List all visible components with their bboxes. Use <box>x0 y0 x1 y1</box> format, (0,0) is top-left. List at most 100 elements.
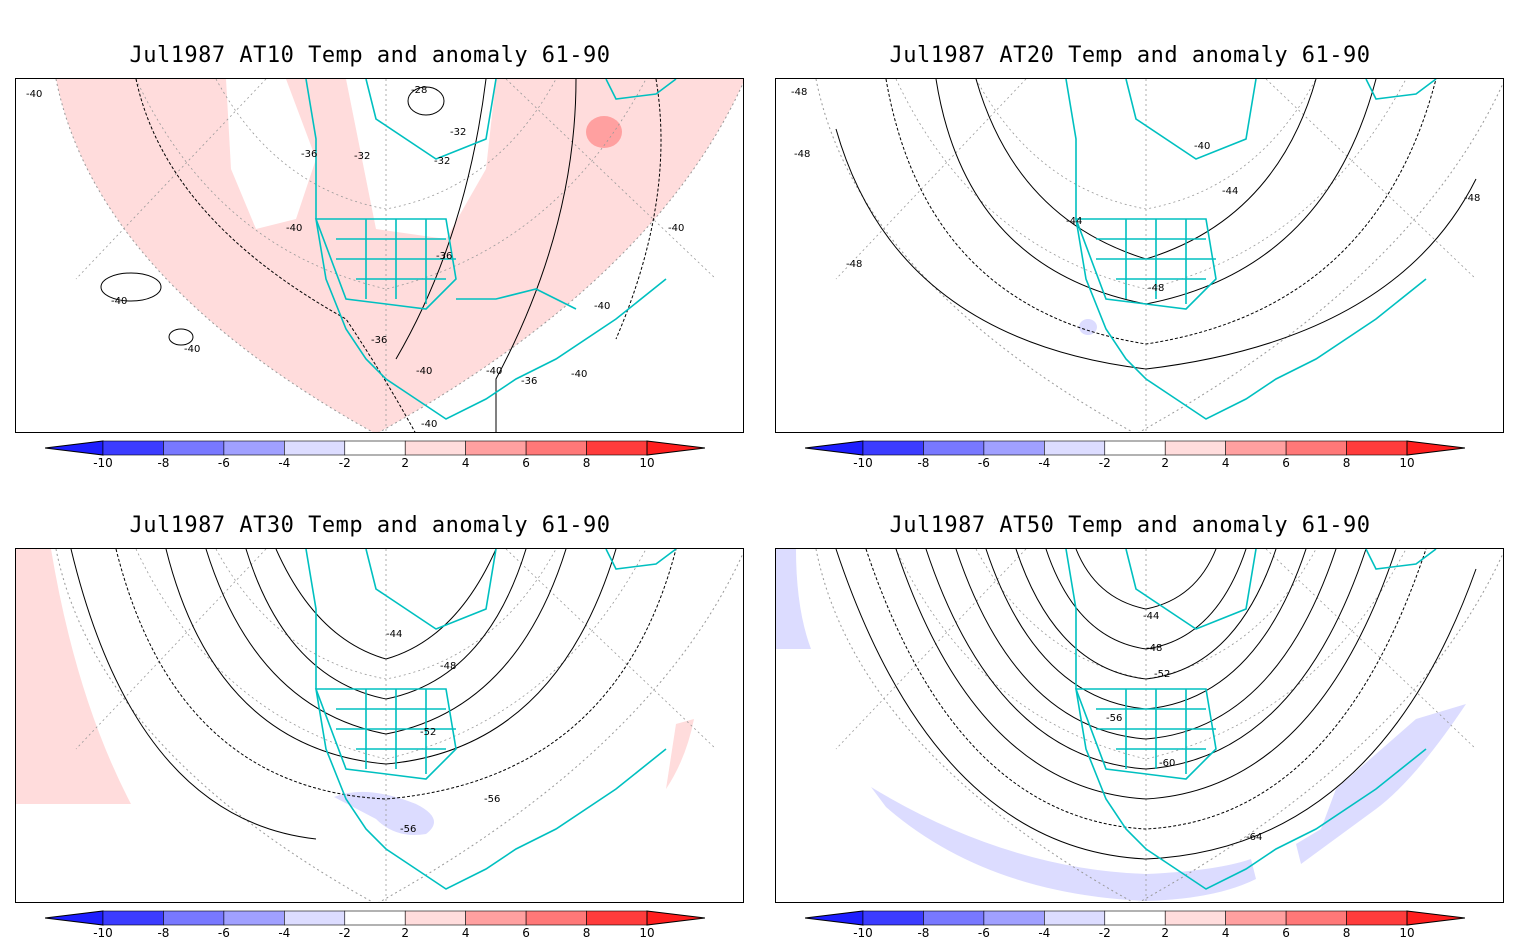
colorbar-bin <box>525 440 587 456</box>
colorbar-tick-label: 2 <box>401 456 410 470</box>
colorbar-svg <box>45 910 705 926</box>
svg-text:-40: -40 <box>111 296 127 307</box>
colorbar-tick-label: -10 <box>853 926 873 940</box>
colorbar-bin <box>1104 910 1166 926</box>
svg-text:-44: -44 <box>1222 186 1238 197</box>
colorbar-arrow-high <box>1406 910 1465 926</box>
colorbar-tick-label: -4 <box>278 456 291 470</box>
colorbar-tick-label: -6 <box>977 456 990 470</box>
svg-text:-40: -40 <box>594 301 610 312</box>
colorbar-bin <box>404 440 466 456</box>
colorbar-tick-label: 2 <box>401 926 410 940</box>
temperature-contours <box>70 549 677 840</box>
colorbar: -10 -8 -6 -4 -2 2 4 6 8 10 <box>45 440 705 470</box>
colorbar-tick-label: -10 <box>93 456 113 470</box>
colorbar-tick-label: -2 <box>338 456 351 470</box>
colorbar: -10 -8 -6 -4 -2 2 4 6 8 10 <box>805 910 1465 940</box>
svg-text:-40: -40 <box>416 366 432 377</box>
svg-text:-48: -48 <box>846 259 862 270</box>
colorbar-bin <box>983 910 1045 926</box>
colorbar-tick-label: 6 <box>1282 926 1290 940</box>
colorbar-arrow-low <box>805 910 864 926</box>
svg-text:-32: -32 <box>354 151 370 162</box>
svg-text:-56: -56 <box>484 794 500 805</box>
map-svg: -44 -48 -52 -56 -56 <box>16 549 743 902</box>
map-at20: -48 -48 -40 -44 -44 -48 -48 -48 <box>775 78 1504 433</box>
colorbar-tick-label: -8 <box>917 456 930 470</box>
colorbar-bin <box>586 440 648 456</box>
anomaly-positive-region <box>56 79 743 432</box>
svg-text:-44: -44 <box>1143 611 1159 622</box>
colorbar-bin <box>1104 440 1166 456</box>
colorbar-bin <box>1285 910 1347 926</box>
colorbar-bin <box>586 910 648 926</box>
svg-text:-48: -48 <box>1464 193 1480 204</box>
graticule <box>75 79 717 432</box>
colorbar-svg <box>45 440 705 456</box>
svg-text:-40: -40 <box>1194 141 1210 152</box>
colorbar-tick-label: 8 <box>582 456 591 470</box>
svg-text:-40: -40 <box>26 89 42 100</box>
graticule <box>75 549 717 902</box>
svg-text:-48: -48 <box>791 87 807 98</box>
svg-text:-40: -40 <box>571 369 587 380</box>
svg-text:-36: -36 <box>521 376 537 387</box>
colorbar-arrow-high <box>646 440 705 456</box>
colorbar-bin <box>102 910 164 926</box>
graticule <box>835 79 1477 432</box>
colorbar-bin <box>344 440 406 456</box>
colorbar-bin <box>284 910 346 926</box>
svg-text:-36: -36 <box>371 335 387 346</box>
svg-text:-40: -40 <box>668 223 684 234</box>
colorbar-tick-label: 2 <box>1161 926 1170 940</box>
svg-text:-36: -36 <box>436 251 452 262</box>
panel-at50: Jul1987 AT50 Temp and anomaly 61-90 <box>760 470 1504 940</box>
colorbar-bin <box>344 910 406 926</box>
svg-text:-32: -32 <box>450 127 466 138</box>
colorbar-tick-label: 8 <box>1342 926 1351 940</box>
temperature-contours <box>835 549 1477 860</box>
colorbar-tick-label: -10 <box>93 926 113 940</box>
colorbar-bin <box>923 440 985 456</box>
colorbar-tick-label: 6 <box>1282 456 1290 470</box>
panel-title: Jul1987 AT30 Temp and anomaly 61-90 <box>129 513 611 538</box>
svg-text:-48: -48 <box>1148 283 1164 294</box>
colorbar-bin <box>1164 440 1226 456</box>
colorbar-tick-label: -8 <box>157 926 170 940</box>
colorbar-bin <box>1164 910 1226 926</box>
svg-text:-48: -48 <box>440 661 456 672</box>
colorbar-tick-label: -8 <box>917 926 930 940</box>
svg-text:-32: -32 <box>434 156 450 167</box>
anomaly-positive-strong <box>586 116 622 148</box>
colorbar: -10 -8 -6 -4 -2 2 4 6 8 10 <box>805 440 1465 470</box>
map-svg: -28 -32 -32 -32 -36 -40 -40 -40 -40 -40 … <box>16 79 743 432</box>
colorbar-tick-label: 10 <box>1399 926 1415 940</box>
svg-text:-60: -60 <box>1159 758 1175 769</box>
coastlines <box>1065 549 1437 890</box>
panel-at20: Jul1987 AT20 Temp and anomaly 61-90 <box>760 0 1504 470</box>
contour-labels: -44 -48 -52 -56 -60 -64 <box>1106 611 1262 843</box>
colorbar-tick-label: 4 <box>1221 926 1230 940</box>
colorbar-bin <box>163 440 225 456</box>
colorbar-bin <box>102 440 164 456</box>
panel-title: Jul1987 AT10 Temp and anomaly 61-90 <box>129 43 611 68</box>
anomaly-positive-region <box>666 719 694 789</box>
anomaly-negative-region <box>1079 319 1097 335</box>
colorbar-bin <box>923 910 985 926</box>
colorbar-tick-label: -10 <box>853 456 873 470</box>
panel-at10: Jul1987 AT10 Temp and anomaly 61-90 <box>0 0 744 470</box>
colorbar-tick-label: 6 <box>522 926 530 940</box>
svg-text:-40: -40 <box>286 223 302 234</box>
colorbar-tick-label: 4 <box>461 456 470 470</box>
colorbar-arrow-low <box>45 440 104 456</box>
colorbar-bin <box>163 910 225 926</box>
map-at50: -44 -48 -52 -56 -60 -64 <box>775 548 1504 903</box>
colorbar-tick-label: -2 <box>338 926 351 940</box>
colorbar-bin <box>862 440 924 456</box>
colorbar-arrow-high <box>646 910 705 926</box>
svg-text:-40: -40 <box>184 344 200 355</box>
colorbar-tick-label: -6 <box>977 926 990 940</box>
svg-text:-40: -40 <box>421 419 437 430</box>
svg-text:-64: -64 <box>1246 832 1262 843</box>
contour-labels: -28 -32 -32 -32 -36 -40 -40 -40 -40 -40 … <box>26 85 684 430</box>
